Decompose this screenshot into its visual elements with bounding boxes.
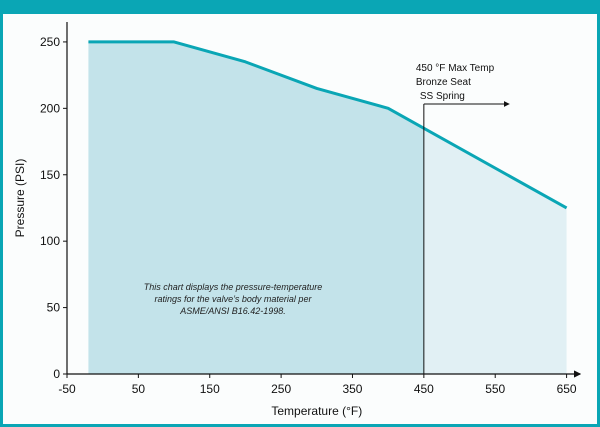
x-tick-label: 350 [342, 382, 362, 396]
x-tick-label: 650 [557, 382, 577, 396]
y-axis-label: Pressure (PSI) [13, 159, 27, 238]
x-axis-label: Temperature (°F) [271, 404, 362, 418]
y-tick-label: 0 [53, 367, 60, 381]
y-tick-label: 50 [47, 301, 61, 315]
series-line [88, 40, 568, 210]
y-tick-label: 100 [40, 234, 60, 248]
y-tick-label: 150 [40, 168, 60, 182]
x-tick-label: 550 [485, 382, 505, 396]
y-tick-label: 250 [40, 35, 60, 49]
y-tick-label: 200 [40, 101, 60, 115]
chart-note-line: This chart displays the pressure-tempera… [144, 282, 323, 292]
x-tick-label: 450 [414, 382, 434, 396]
area-fill-rated [88, 41, 424, 374]
max-temp-annotation-line: SS Spring [420, 91, 465, 102]
max-temp-annotation-line: Bronze Seat [416, 77, 471, 88]
x-tick-label: 250 [271, 382, 291, 396]
area-fill-beyond-max-temp [423, 128, 567, 374]
chart-note-line: ratings for the valve’s body material pe… [155, 294, 313, 304]
x-tick-label: 150 [200, 382, 220, 396]
header-bar [0, 0, 600, 14]
x-tick-label: -50 [58, 382, 76, 396]
chart-note-line: ASME/ANSI B16.42-1998. [179, 306, 286, 316]
max-temp-annotation-line: 450 °F Max Temp [416, 63, 495, 74]
x-tick-label: 50 [132, 382, 146, 396]
